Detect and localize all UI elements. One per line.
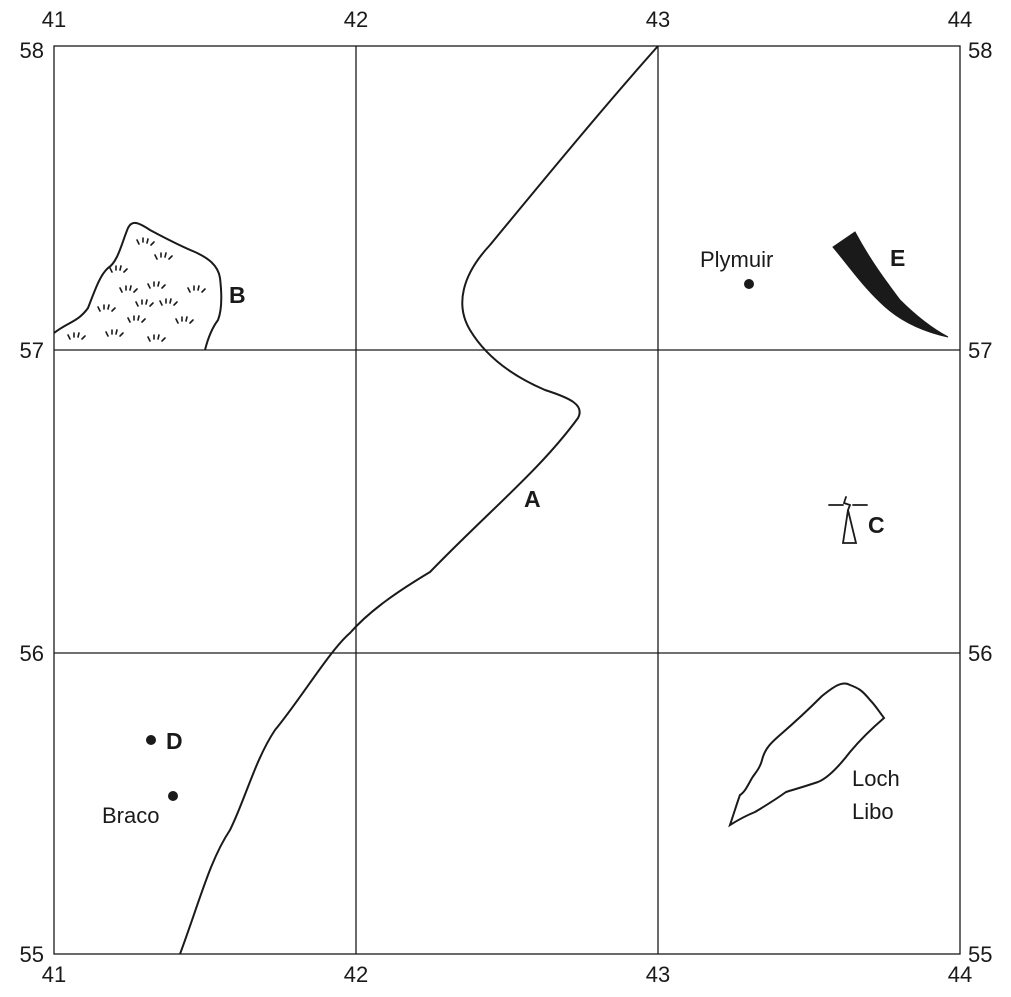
feature-label-b: B — [229, 282, 246, 308]
point-d-dot — [146, 735, 156, 745]
northing-label-left-58: 58 — [20, 38, 44, 63]
braco-dot — [168, 791, 178, 801]
map-frame — [53, 45, 961, 955]
feature-label-e: E — [890, 245, 905, 271]
easting-label-bottom-41: 41 — [42, 962, 66, 987]
northing-label-left-56: 56 — [20, 641, 44, 666]
loch-libo-outline — [728, 682, 886, 828]
plymuir-dot — [744, 279, 754, 289]
marsh-area-b — [53, 222, 223, 351]
black-shape-e — [832, 231, 949, 338]
northing-label-right-58: 58 — [968, 38, 992, 63]
place-name-braco: Braco — [102, 803, 159, 828]
river-a-line — [179, 45, 659, 955]
easting-label-top-41: 41 — [42, 7, 66, 32]
easting-label-top-44: 44 — [948, 7, 972, 32]
place-name-plymuir: Plymuir — [700, 247, 773, 272]
lighthouse-icon — [828, 496, 868, 544]
marsh-symbols — [67, 237, 206, 342]
feature-label-a: A — [524, 486, 541, 512]
easting-label-bottom-44: 44 — [948, 962, 972, 987]
easting-label-bottom-42: 42 — [344, 962, 368, 987]
place-name-loch-line2: Libo — [852, 799, 894, 824]
feature-label-c: C — [868, 512, 885, 538]
northing-label-left-57: 57 — [20, 338, 44, 363]
easting-label-top-42: 42 — [344, 7, 368, 32]
northing-label-right-55: 55 — [968, 942, 992, 967]
easting-label-top-43: 43 — [646, 7, 670, 32]
northing-label-left-55: 55 — [20, 942, 44, 967]
place-name-loch-line1: Loch — [852, 766, 900, 791]
grid — [53, 45, 961, 955]
northing-label-right-57: 57 — [968, 338, 992, 363]
northing-label-right-56: 56 — [968, 641, 992, 666]
feature-label-d: D — [166, 728, 183, 754]
marsh-outline — [53, 222, 223, 351]
easting-label-bottom-43: 43 — [646, 962, 670, 987]
